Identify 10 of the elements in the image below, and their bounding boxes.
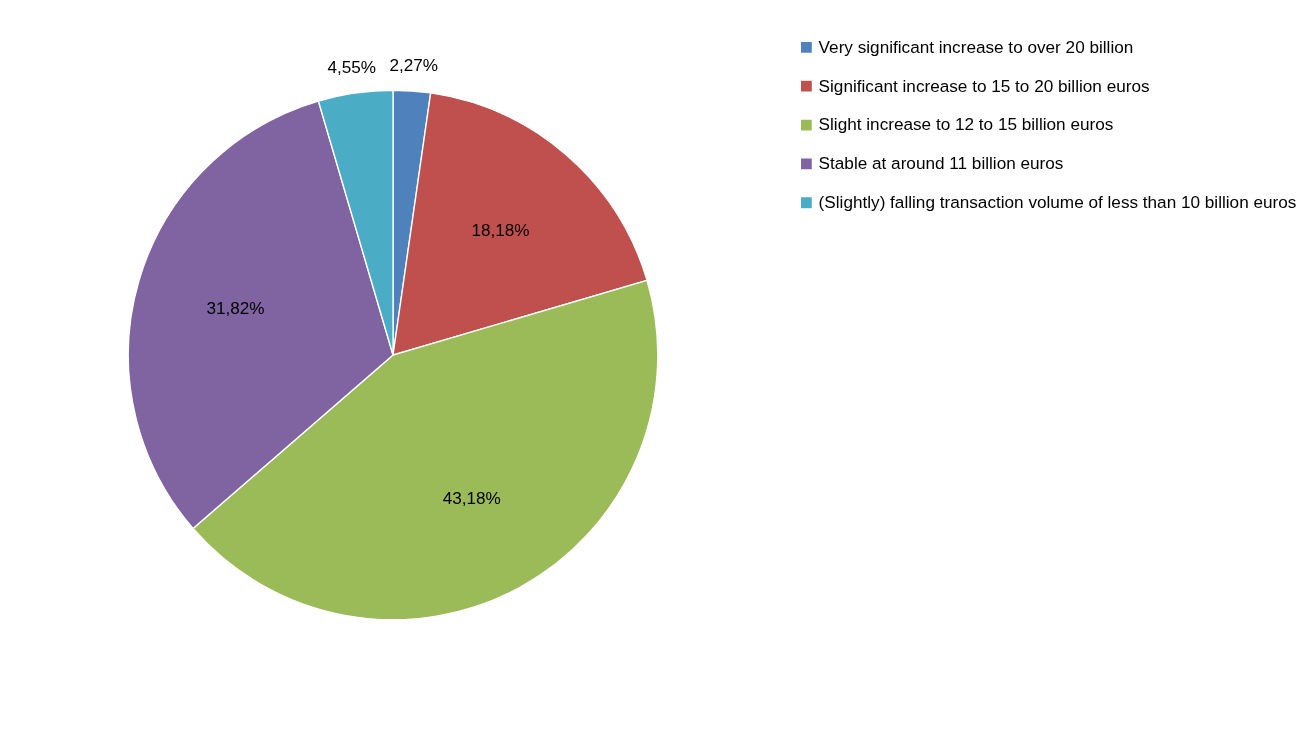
legend-label: (Slightly) falling transaction volume of less than 10 billion euros [818, 192, 1297, 213]
legend-label: Stable at around 11 billion euros [818, 153, 1064, 174]
data-label: 18,18% [471, 220, 530, 241]
data-label: 4,55% [327, 57, 377, 78]
legend-label: Very significant increase to over 20 billion [818, 36, 1134, 57]
legend-label: Significant increase to 15 to 20 billion euros [818, 75, 1150, 96]
data-label: 43,18% [442, 488, 501, 509]
data-label: 31,82% [206, 298, 265, 319]
legend-label: Slight increase to 12 to 15 billion euros [818, 114, 1114, 135]
data-label: 2,27% [389, 55, 439, 76]
